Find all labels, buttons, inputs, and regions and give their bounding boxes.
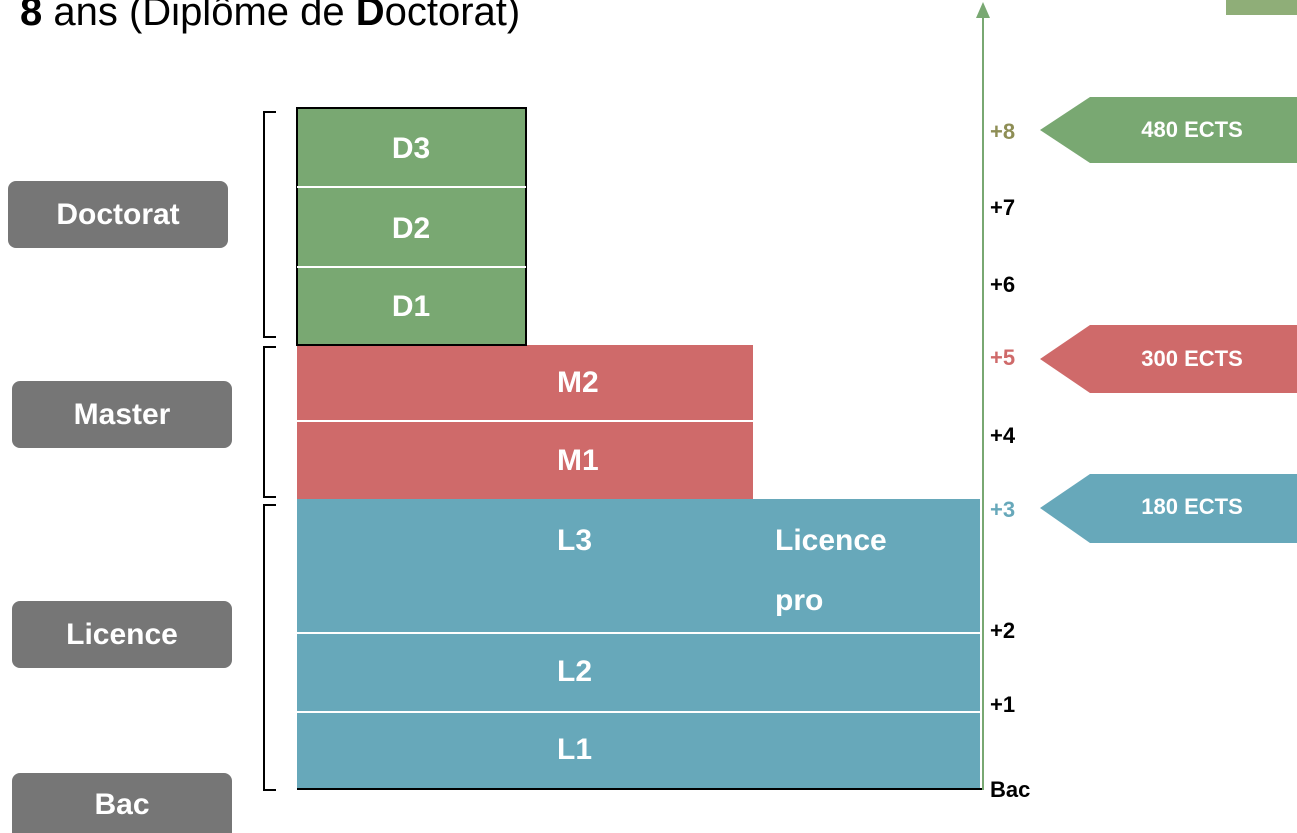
- axis-label: +5: [990, 345, 1015, 370]
- badge-label: 300 ECTS: [1141, 346, 1243, 371]
- badge-label: 480 ECTS: [1141, 117, 1243, 142]
- corner-image: [1226, 0, 1297, 15]
- block-label: M2: [557, 366, 599, 399]
- axis-label: +4: [990, 423, 1016, 448]
- block-label: D1: [392, 290, 430, 323]
- title-part: 8: [20, 0, 42, 34]
- axis-label: +3: [990, 497, 1015, 522]
- block-label: Licence: [775, 524, 887, 557]
- title-part: D: [356, 0, 385, 34]
- block-label: L2: [557, 655, 592, 688]
- block-label: L1: [557, 733, 592, 766]
- title-part: octorat): [385, 0, 521, 34]
- axis-label: +7: [990, 195, 1015, 220]
- block-label: pro: [775, 584, 823, 617]
- block-label: D3: [392, 132, 430, 165]
- axis-label: +8: [990, 119, 1015, 144]
- axis-arrow: [976, 2, 990, 18]
- block-label: L3: [557, 524, 592, 557]
- axis-label: +1: [990, 692, 1015, 717]
- title: 8 ans (Diplôme de Doctorat): [20, 0, 520, 34]
- level-label: Licence: [66, 618, 178, 651]
- diagram: 8 ans (Diplôme de Doctorat) Doctorat Mas…: [0, 0, 1297, 833]
- bracket: [264, 347, 276, 497]
- axis-label: Bac: [990, 777, 1030, 802]
- block-label: M1: [557, 444, 599, 477]
- bracket: [264, 505, 276, 790]
- level-label: Doctorat: [56, 198, 179, 231]
- title-part: ans (Diplôme de: [42, 0, 355, 34]
- axis-label: +6: [990, 272, 1015, 297]
- axis-label: +2: [990, 618, 1015, 643]
- bracket: [264, 112, 276, 337]
- level-label: Master: [74, 398, 171, 431]
- level-label: Bac: [94, 788, 149, 821]
- block-label: D2: [392, 212, 430, 245]
- badge-label: 180 ECTS: [1141, 494, 1243, 519]
